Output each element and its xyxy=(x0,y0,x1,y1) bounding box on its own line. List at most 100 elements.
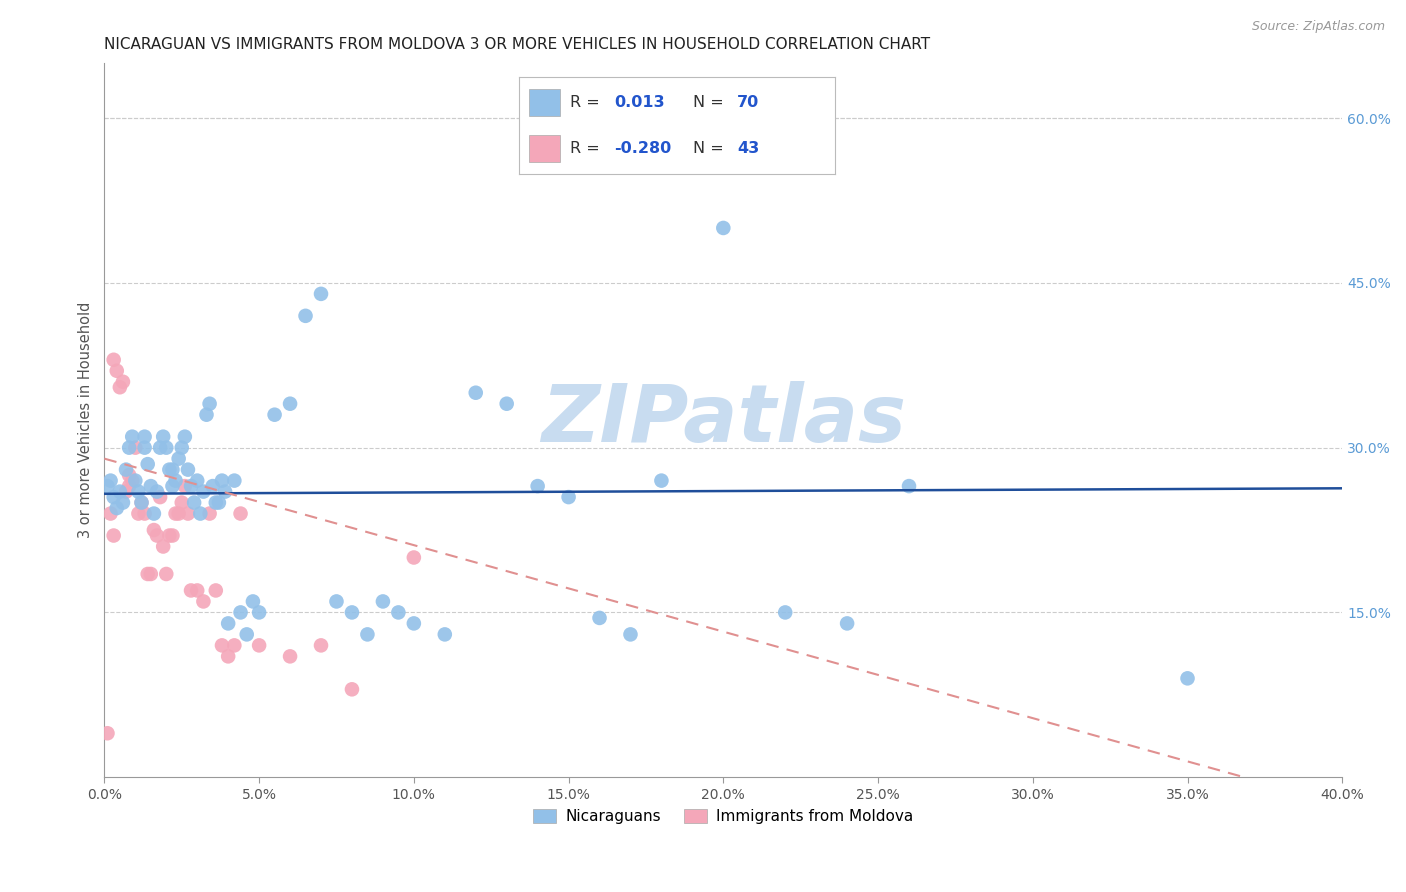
Point xyxy=(162,479,184,493)
Point xyxy=(180,583,202,598)
Point xyxy=(111,375,134,389)
Point xyxy=(356,627,378,641)
Point xyxy=(121,430,143,444)
Point xyxy=(183,495,205,509)
Point xyxy=(167,507,190,521)
Point xyxy=(127,507,149,521)
Point xyxy=(108,380,131,394)
Point xyxy=(211,639,233,653)
Point xyxy=(278,649,301,664)
Text: NICARAGUAN VS IMMIGRANTS FROM MOLDOVA 3 OR MORE VEHICLES IN HOUSEHOLD CORRELATIO: NICARAGUAN VS IMMIGRANTS FROM MOLDOVA 3 … xyxy=(104,37,931,53)
Point xyxy=(224,639,246,653)
Point xyxy=(208,495,231,509)
Point xyxy=(108,484,131,499)
Point xyxy=(188,507,211,521)
Point xyxy=(146,528,169,542)
Point xyxy=(134,507,156,521)
Point xyxy=(402,616,425,631)
Point xyxy=(173,430,195,444)
Point xyxy=(557,490,579,504)
Point xyxy=(177,507,200,521)
Point xyxy=(526,479,548,493)
Point xyxy=(650,474,672,488)
Point xyxy=(201,479,224,493)
Point xyxy=(309,286,332,301)
Point xyxy=(118,479,141,493)
Point xyxy=(115,484,138,499)
Point xyxy=(96,479,118,493)
Point xyxy=(588,611,610,625)
Point xyxy=(402,550,425,565)
Point xyxy=(127,484,149,499)
Point xyxy=(224,474,246,488)
Point xyxy=(173,479,195,493)
Point xyxy=(152,540,174,554)
Point xyxy=(464,385,486,400)
Point xyxy=(1177,671,1199,685)
Point xyxy=(124,474,146,488)
Point xyxy=(186,474,208,488)
Point xyxy=(177,462,200,476)
Point xyxy=(167,451,190,466)
Point xyxy=(103,528,125,542)
Point xyxy=(100,474,122,488)
Point xyxy=(263,408,285,422)
Point xyxy=(157,462,180,476)
Point xyxy=(193,594,215,608)
Point xyxy=(229,606,252,620)
Point xyxy=(115,462,138,476)
Point xyxy=(103,352,125,367)
Point xyxy=(204,583,226,598)
Point xyxy=(136,566,159,581)
Point xyxy=(162,462,184,476)
Point xyxy=(235,627,257,641)
Point xyxy=(155,441,177,455)
Point xyxy=(619,627,641,641)
Point xyxy=(217,649,239,664)
Point xyxy=(773,606,796,620)
Point xyxy=(157,528,180,542)
Point xyxy=(198,507,221,521)
Point xyxy=(325,594,347,608)
Legend: Nicaraguans, Immigrants from Moldova: Nicaraguans, Immigrants from Moldova xyxy=(527,803,920,830)
Point xyxy=(100,507,122,521)
Point xyxy=(170,441,193,455)
Point xyxy=(340,682,363,697)
Point xyxy=(136,457,159,471)
Point xyxy=(142,523,165,537)
Point xyxy=(121,474,143,488)
Point xyxy=(835,616,858,631)
Point xyxy=(134,441,156,455)
Point xyxy=(217,616,239,631)
Point xyxy=(162,528,184,542)
Point xyxy=(124,441,146,455)
Point xyxy=(247,639,270,653)
Point xyxy=(180,479,202,493)
Point xyxy=(155,566,177,581)
Point xyxy=(186,583,208,598)
Point xyxy=(204,495,226,509)
Point xyxy=(165,474,187,488)
Point xyxy=(211,474,233,488)
Point xyxy=(149,490,172,504)
Point xyxy=(898,479,921,493)
Point xyxy=(309,639,332,653)
Point xyxy=(294,309,316,323)
Point xyxy=(371,594,394,608)
Point xyxy=(711,221,734,235)
Point xyxy=(495,397,517,411)
Point xyxy=(146,484,169,499)
Point xyxy=(387,606,409,620)
Y-axis label: 3 or more Vehicles in Household: 3 or more Vehicles in Household xyxy=(79,302,93,539)
Point xyxy=(139,479,162,493)
Point xyxy=(433,627,456,641)
Point xyxy=(170,495,193,509)
Point xyxy=(198,397,221,411)
Point xyxy=(340,606,363,620)
Point xyxy=(242,594,264,608)
Point xyxy=(118,468,141,483)
Point xyxy=(105,364,128,378)
Point xyxy=(278,397,301,411)
Point xyxy=(193,484,215,499)
Point xyxy=(103,490,125,504)
